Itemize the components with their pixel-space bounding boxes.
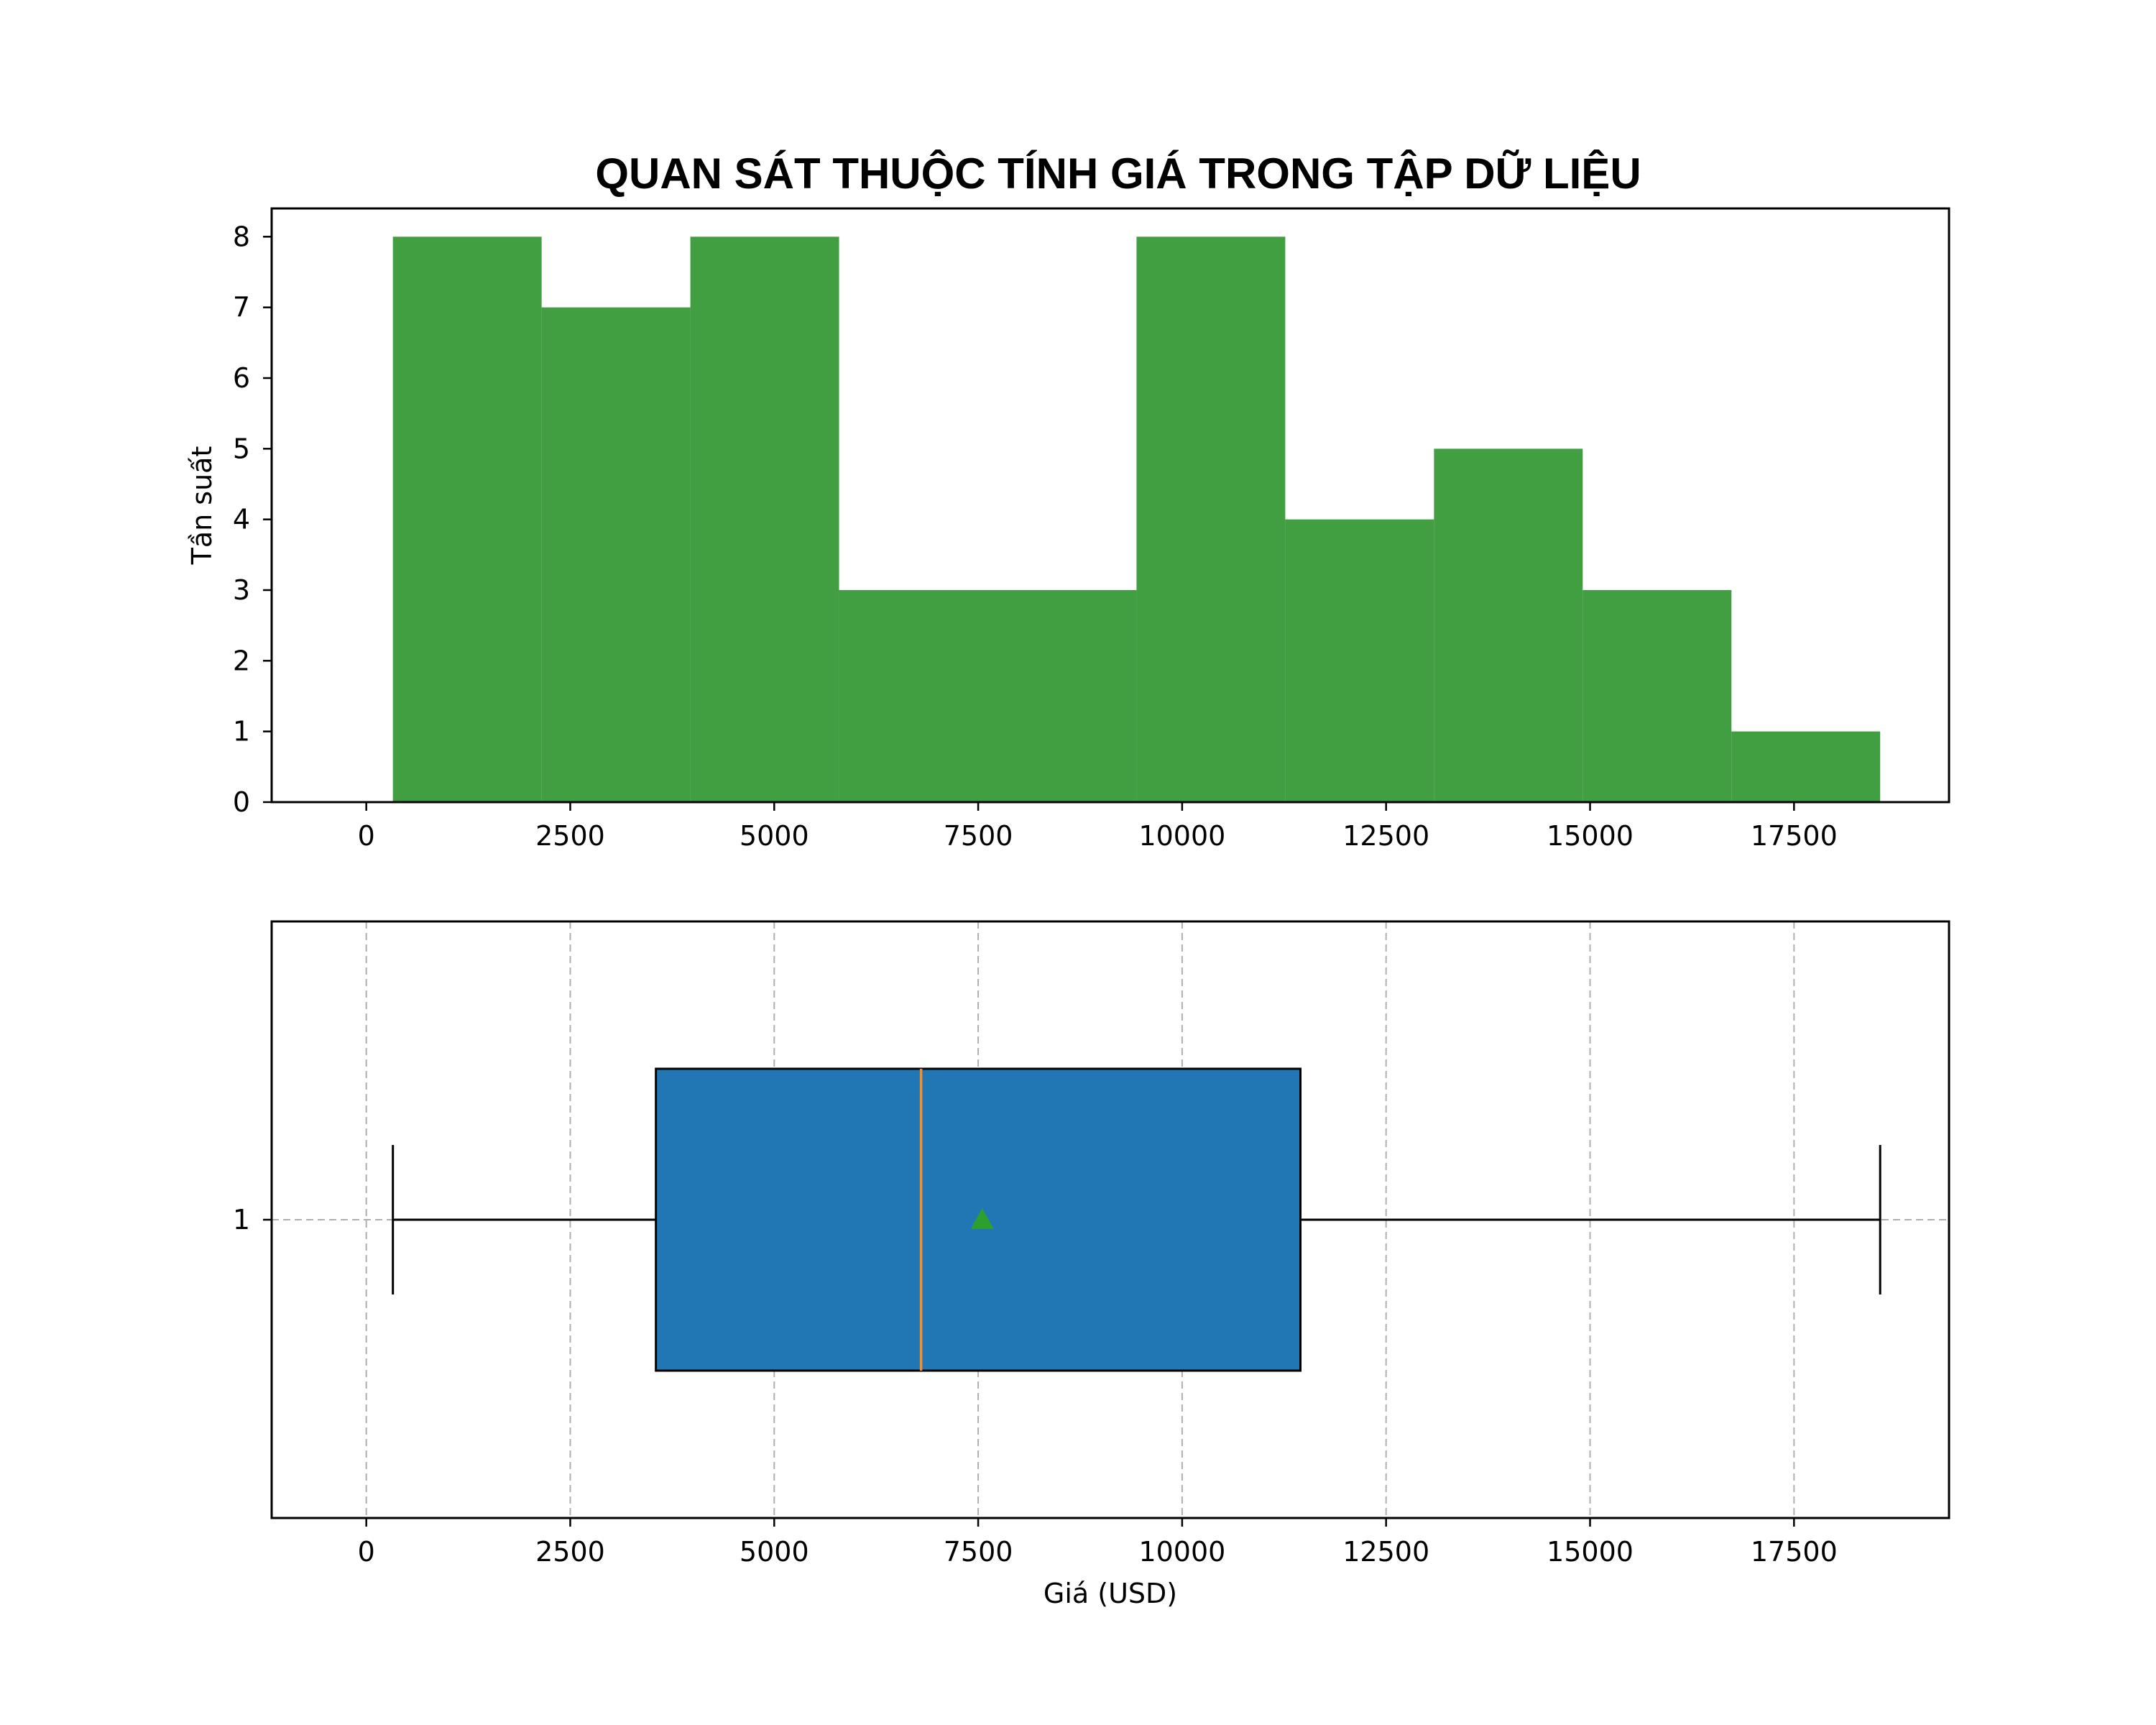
histogram-x-ticks: 0 2500 5000 7500 10000 12500 15000 17500	[358, 802, 1838, 852]
histogram-bar	[690, 236, 839, 802]
histogram-y-tick-label: 4	[233, 504, 250, 535]
histogram-x-tick-label: 5000	[740, 820, 809, 852]
mean-marker	[970, 1208, 994, 1229]
histogram-bar	[541, 307, 691, 803]
boxplot-panel: 0 2500 5000 7500 10000 12500 15000 17500 1 Giá …	[233, 920, 1950, 1609]
boxplot-frame	[270, 920, 1950, 1519]
histogram-bar	[839, 590, 988, 802]
histogram-y-tick-label: 6	[233, 362, 250, 394]
boxplot-x-tick-label: 15000	[1547, 1536, 1634, 1568]
boxplot-x-tick-label: 10000	[1138, 1536, 1225, 1568]
histogram-bar	[392, 236, 542, 802]
histogram-x-tick-label: 0	[358, 820, 375, 852]
histogram-frame	[270, 207, 1950, 804]
histogram-x-tick-label: 17500	[1751, 820, 1838, 852]
histogram-bar	[1434, 448, 1583, 802]
boxplot-x-ticks: 0 2500 5000 7500 10000 12500 15000 17500	[358, 1518, 1838, 1568]
histogram-bar	[1583, 590, 1732, 802]
boxplot-x-tick-label: 2500	[535, 1536, 605, 1568]
histogram-y-tick-label: 7	[233, 292, 250, 323]
histogram-x-tick-label: 7500	[944, 820, 1013, 852]
boxplot-elements	[392, 1067, 1881, 1372]
histogram-y-tick-label: 8	[233, 221, 250, 252]
histogram-bars	[392, 236, 1881, 803]
histogram-panel: 0 2500 5000 7500 10000 12500 15000 17500 0 1 2 3 4 5…	[186, 207, 1950, 852]
histogram-x-tick-label: 12500	[1342, 820, 1429, 852]
boxplot-category-label: 1	[233, 1204, 250, 1236]
boxplot-x-tick-label: 7500	[944, 1536, 1013, 1568]
histogram-bar	[987, 590, 1137, 802]
boxplot-x-tick-label: 12500	[1342, 1536, 1429, 1568]
histogram-y-axis-label: Tần suất	[186, 446, 218, 566]
histogram-x-tick-label: 15000	[1547, 820, 1634, 852]
histogram-bar	[1285, 519, 1434, 802]
histogram-x-tick-label: 10000	[1138, 820, 1225, 852]
boxplot-x-tick-label: 0	[358, 1536, 375, 1568]
histogram-y-tick-label: 1	[233, 716, 250, 748]
boxplot-x-tick-label: 5000	[740, 1536, 809, 1568]
histogram-x-tick-label: 2500	[535, 820, 605, 852]
boxplot-x-axis-label: Giá (USD)	[1044, 1578, 1177, 1609]
histogram-y-ticks: 0 1 2 3 4 5 6 7 8	[233, 221, 272, 818]
histogram-y-tick-label: 5	[233, 433, 250, 464]
histogram-bar	[1731, 731, 1881, 802]
histogram-y-tick-label: 2	[233, 645, 250, 676]
boxplot-y-ticks: 1	[233, 1204, 272, 1236]
boxplot-x-tick-label: 17500	[1751, 1536, 1838, 1568]
histogram-y-tick-label: 0	[233, 786, 250, 818]
histogram-y-tick-label: 3	[233, 574, 250, 606]
chart-title: QUAN SÁT THUỘC TÍNH GIÁ TRONG TẬP DỮ LIỆ…	[595, 150, 1641, 198]
histogram-bar	[1136, 236, 1286, 802]
